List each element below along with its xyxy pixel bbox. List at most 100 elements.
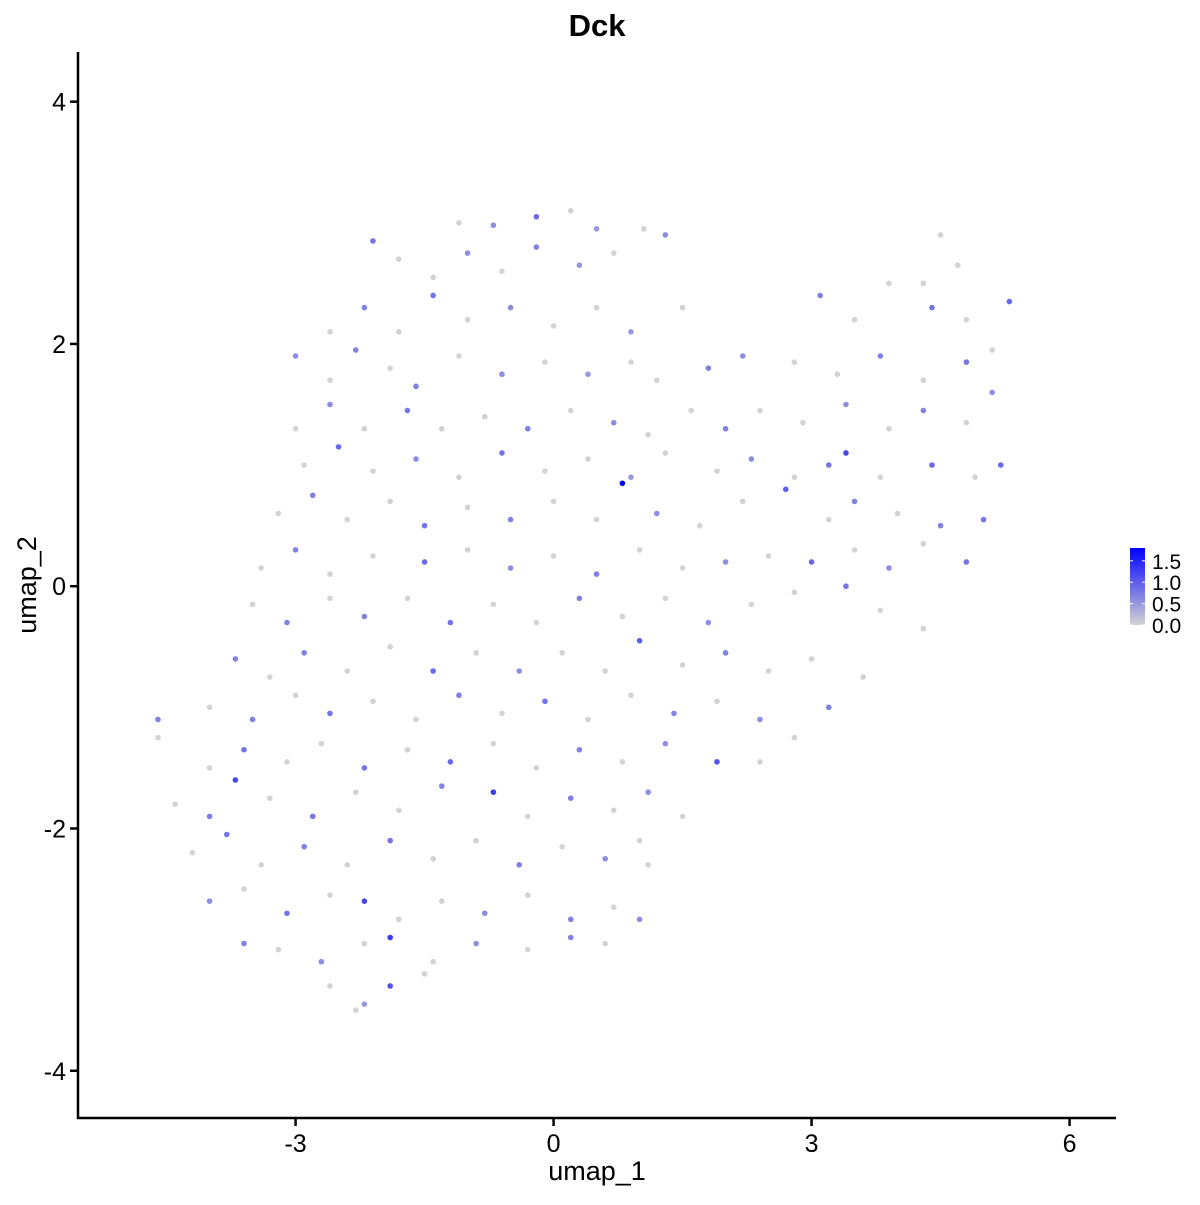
data-point [189, 849, 196, 856]
data-point [344, 668, 350, 674]
data-point [1006, 298, 1013, 305]
data-point [155, 734, 161, 741]
data-point [860, 674, 866, 680]
data-point [370, 698, 376, 705]
data-point [662, 595, 669, 602]
data-point [344, 862, 350, 868]
data-point [352, 789, 359, 795]
data-point [172, 801, 178, 808]
data-point [258, 862, 264, 868]
data-point [292, 353, 299, 359]
data-point [748, 601, 755, 608]
data-point [301, 462, 307, 468]
data-point [851, 547, 858, 553]
data-point [696, 522, 703, 529]
data-point [533, 244, 540, 250]
data-point [232, 777, 239, 783]
data-point [507, 516, 514, 523]
data-point [335, 444, 342, 450]
data-point [997, 462, 1004, 468]
data-point [344, 516, 350, 523]
data-point [318, 958, 325, 965]
data-point [602, 668, 608, 674]
data-point [705, 365, 712, 371]
data-point [206, 704, 213, 711]
data-point [206, 898, 213, 904]
data-point [757, 407, 763, 414]
data-point [318, 740, 325, 747]
data-point [430, 855, 436, 862]
data-point [327, 892, 333, 898]
data-point [387, 934, 393, 941]
data-point [662, 232, 669, 238]
colorbar-label: 1.0 [1152, 572, 1181, 595]
data-point [258, 565, 264, 571]
data-point [438, 425, 445, 432]
data-point [920, 280, 927, 287]
data-point [206, 765, 213, 771]
data-point [843, 583, 849, 590]
data-point [585, 456, 591, 462]
data-point [524, 425, 531, 432]
data-point [628, 329, 634, 335]
chart-title: Dck [569, 8, 627, 43]
data-point [473, 940, 479, 947]
data-point [877, 353, 884, 359]
data-point [602, 855, 608, 862]
data-point [619, 480, 626, 487]
y-tick-label: -2 [44, 815, 66, 843]
data-point [361, 898, 368, 904]
data-point [327, 571, 333, 577]
data-point [395, 807, 402, 814]
data-point [757, 759, 763, 765]
colorbar-legend: 1.51.00.50.0 [1130, 548, 1181, 638]
data-point [533, 619, 540, 626]
data-point [464, 504, 471, 511]
data-point [610, 904, 617, 911]
data-point [499, 268, 505, 275]
data-point [327, 983, 333, 989]
data-point [636, 916, 643, 923]
data-point [980, 516, 987, 523]
data-point [464, 250, 471, 256]
data-point [929, 462, 935, 468]
y-tick-label: -4 [44, 1058, 66, 1086]
data-point [499, 450, 505, 456]
data-point [714, 468, 720, 474]
data-point [791, 734, 798, 741]
data-point [602, 940, 608, 947]
data-point [404, 407, 411, 414]
data-point [843, 450, 849, 456]
x-tick-label: 3 [805, 1130, 819, 1158]
data-point [877, 474, 884, 480]
data-point [628, 359, 634, 365]
data-point [808, 656, 815, 662]
data-point [920, 541, 927, 547]
data-point [739, 498, 746, 505]
data-point [301, 650, 307, 656]
y-tick-label: 0 [52, 573, 66, 601]
data-point [559, 650, 565, 656]
colorbar-label: 1.5 [1152, 551, 1181, 574]
data-point [404, 595, 411, 602]
y-tick-label: 4 [52, 89, 66, 117]
points-layer [155, 207, 1013, 1013]
y-axis-label: umap_2 [12, 536, 42, 634]
data-point [585, 716, 591, 723]
data-point [301, 843, 307, 850]
data-point [593, 226, 600, 232]
data-point [395, 329, 402, 335]
data-point [593, 571, 600, 577]
data-point [292, 692, 299, 699]
colorbar-label: 0.5 [1152, 594, 1181, 617]
data-point [963, 419, 970, 426]
data-point [920, 377, 927, 384]
data-point [490, 601, 497, 608]
data-point [241, 746, 247, 753]
data-point [490, 740, 497, 747]
data-point [421, 559, 428, 565]
data-point [791, 474, 798, 480]
data-point [671, 710, 677, 717]
data-point [653, 510, 660, 517]
